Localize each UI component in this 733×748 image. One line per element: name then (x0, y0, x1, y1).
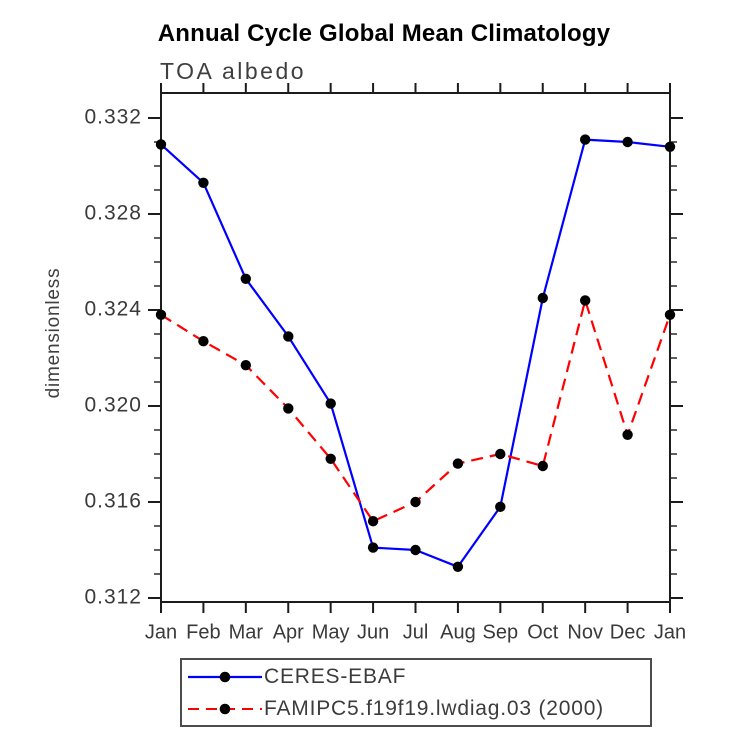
data-point (495, 501, 506, 512)
data-point (622, 429, 633, 440)
legend-label-ceres: CERES-EBAF (264, 664, 407, 688)
y-tick-label: 0.332 (84, 106, 142, 129)
x-tick-label: Jun (357, 621, 389, 643)
y-tick-label: 0.324 (84, 298, 142, 321)
data-point (580, 295, 591, 306)
legend-row-ceres: CERES-EBAF (186, 663, 650, 691)
data-point (240, 360, 251, 371)
legend-line-sample-dashed (188, 703, 262, 714)
data-point (622, 136, 633, 148)
data-point (410, 544, 421, 556)
x-tick-label: Aug (440, 621, 476, 643)
x-tick-label: Jan (145, 621, 177, 643)
data-point (325, 453, 336, 464)
data-point (240, 273, 251, 284)
axis-frame (160, 92, 671, 603)
data-point (283, 331, 294, 342)
data-point (410, 496, 421, 508)
x-tick-label: Mar (229, 621, 264, 643)
data-point (452, 458, 464, 469)
data-point (495, 448, 506, 460)
legend-line-sample-solid (188, 671, 262, 682)
y-tick-label: 0.316 (84, 490, 142, 513)
x-tick-label: May (312, 621, 350, 643)
x-tick-label: Apr (273, 621, 304, 643)
data-point (155, 309, 167, 320)
data-point (537, 292, 548, 304)
data-point (283, 403, 294, 414)
y-tick-label: 0.320 (84, 394, 142, 417)
data-point (155, 139, 167, 150)
x-tick-label: Dec (610, 621, 646, 643)
data-point (664, 309, 676, 320)
chart-subtitle: TOA albedo (160, 58, 307, 84)
data-point (452, 561, 464, 572)
series-line-dashed (160, 299, 672, 523)
chart-title: Annual Cycle Global Mean Climatology (157, 20, 611, 47)
x-tick-label: Jul (403, 621, 429, 643)
data-point (664, 141, 676, 152)
legend-row-famipc5: FAMIPC5.f19f19.lwdiag.03 (2000) (186, 695, 650, 723)
y-tick-label: 0.328 (84, 202, 142, 225)
legend-box: CERES-EBAF FAMIPC5.f19f19.lwdiag.03 (200… (180, 658, 652, 727)
y-tick-label: 0.312 (84, 586, 142, 609)
data-point (367, 542, 379, 553)
data-point (198, 336, 209, 347)
data-point (325, 398, 336, 409)
legend-label-famipc5: FAMIPC5.f19f19.lwdiag.03 (2000) (264, 696, 604, 720)
data-point (580, 134, 591, 145)
data-point (537, 460, 548, 472)
x-tick-label: Feb (186, 621, 220, 643)
x-tick-label: Nov (567, 621, 603, 643)
data-point (198, 177, 209, 188)
data-point (367, 516, 379, 527)
x-tick-label: Oct (527, 621, 559, 643)
x-tick-label: Sep (483, 621, 519, 643)
x-tick-label: Jan (654, 621, 686, 643)
